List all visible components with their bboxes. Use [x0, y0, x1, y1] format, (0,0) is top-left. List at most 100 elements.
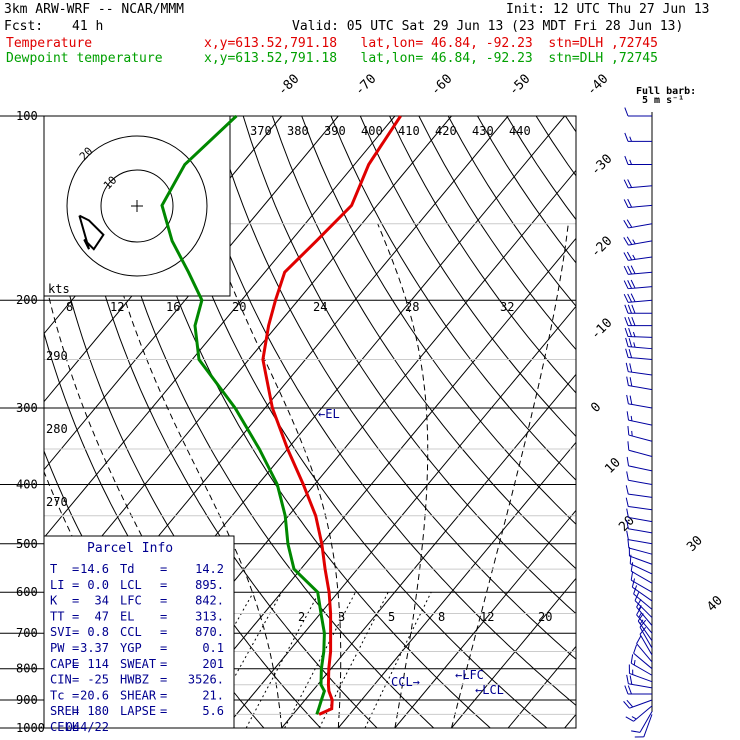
- wind-barb-feather: [626, 236, 633, 245]
- wind-barb-20: [627, 426, 653, 442]
- wind-barb-staff: [629, 672, 653, 683]
- wind-barb-feather: [629, 377, 633, 387]
- dry-adiabat-330: [154, 116, 548, 728]
- wind-barb-staff: [628, 185, 653, 189]
- parcel-row-4-col-4: =: [160, 625, 167, 639]
- wind-barb-staff: [628, 299, 653, 303]
- parcel-row-0-col-0: T: [50, 562, 57, 576]
- wind-barb-feather: [626, 376, 629, 386]
- wind-barb-feather: [626, 699, 634, 708]
- theta-label-410: 410: [398, 124, 420, 138]
- wind-barb-43: [633, 644, 653, 670]
- parcel-row-1-col-1: =: [72, 578, 79, 592]
- mixing-ratio-label-12: 12: [480, 610, 494, 624]
- wind-barb-staff: [630, 570, 653, 584]
- wind-barb-33: [630, 571, 653, 593]
- theta-label-380: 380: [287, 124, 309, 138]
- wind-barb-feather: [625, 362, 629, 372]
- parcel-row-7-col-2: -25: [87, 673, 109, 687]
- wind-barb-19: [626, 411, 653, 426]
- parcel-row-7-col-4: =: [160, 673, 167, 687]
- hodograph-trace: [78, 214, 105, 251]
- wind-barb-staff: [628, 403, 653, 409]
- wind-barb-staff: [637, 620, 653, 641]
- wind-barb-39: [637, 613, 653, 641]
- wind-barb-feather: [623, 179, 629, 189]
- wind-barb-staff: [628, 271, 653, 275]
- wind-barb-feather: [637, 613, 644, 622]
- wind-barb-half-feather: [630, 415, 633, 421]
- wind-barb-staff: [628, 516, 653, 523]
- isotherm-label--10: -10: [588, 316, 615, 343]
- wind-barb-feather: [630, 654, 634, 664]
- valid-time: Valid: 05 UTC Sat 29 Jun 13 (23 MDT Fri …: [292, 19, 684, 34]
- wind-barb-41: [639, 626, 653, 656]
- wind-barb-feather: [624, 107, 629, 117]
- wind-barb-half-feather: [632, 331, 636, 337]
- dry-adiabat-410: [389, 116, 576, 394]
- model-title: 3km ARW-WRF -- NCAR/MMM: [4, 2, 185, 17]
- wind-barb-45: [628, 664, 653, 683]
- wind-barb-2: [624, 155, 652, 165]
- wind-barb-staff: [628, 385, 653, 391]
- wind-barb-staff: [628, 505, 653, 511]
- parcel-row-8-col-5: 21.: [202, 688, 224, 702]
- wind-barb-staff: [628, 449, 653, 457]
- wind-barb-staff: [628, 434, 653, 442]
- parcel-row-0-col-1: =: [72, 562, 79, 576]
- wind-barb-staff: [630, 563, 653, 575]
- legend-temperature: Temperature: [6, 36, 93, 51]
- wind-barb-feather: [628, 327, 632, 337]
- wind-barb-6: [623, 236, 653, 246]
- wind-barb-half-feather: [632, 254, 636, 260]
- wind-barb-feather: [623, 293, 629, 303]
- theta-label-440: 440: [509, 124, 531, 138]
- wind-barb-4: [623, 198, 653, 209]
- parcel-row-3-col-4: =: [160, 609, 167, 623]
- wind-barb-36: [634, 592, 653, 618]
- parcel-row-1-col-4: =: [160, 578, 167, 592]
- wind-barb-feather: [627, 198, 633, 208]
- pressure-label-900: 900: [16, 693, 38, 707]
- wind-barb-23: [626, 471, 653, 485]
- dry-adiabat-350: [213, 116, 576, 660]
- dry-adiabat-480: [595, 116, 740, 740]
- wind-barb-feather: [624, 327, 629, 337]
- wind-barb-staff: [628, 346, 653, 350]
- wind-barb-staff: [628, 240, 653, 246]
- wind-barb-staff: [628, 204, 653, 209]
- wind-barb-feather: [626, 519, 629, 529]
- dry-adiabat-460: [535, 116, 576, 177]
- wind-barb-feather: [629, 554, 632, 564]
- wind-barb-feather: [624, 316, 629, 326]
- parcel-row-7-col-1: =: [72, 673, 79, 687]
- dry-adiabat-390: [330, 116, 576, 481]
- dry-adiabat-440: [477, 116, 576, 264]
- wind-barb-feather: [639, 619, 647, 628]
- wind-barb-half-feather: [639, 619, 644, 625]
- wind-barb-staff: [636, 614, 653, 634]
- dry-adiabat-430: [447, 116, 576, 307]
- dry-adiabat-320: [125, 116, 492, 728]
- isotherm-label--60: -60: [428, 72, 455, 99]
- wind-barb-feather: [625, 485, 629, 495]
- upper-label-16: 16: [166, 300, 180, 314]
- wind-barbs: [623, 107, 653, 738]
- pressure-label-1000: 1000: [16, 721, 45, 735]
- parcel-row-6-col-4: =: [160, 657, 167, 671]
- dry-adiabat-370: [271, 116, 576, 570]
- wind-barb-staff: [628, 547, 653, 555]
- wind-barb-half-feather: [629, 136, 632, 142]
- wind-barb-8: [623, 265, 653, 275]
- wind-barb-feather: [627, 265, 633, 275]
- wind-barb-47: [624, 685, 652, 695]
- isotherm-label--50: -50: [506, 72, 533, 99]
- wind-barb-feather: [629, 363, 633, 373]
- theta-left-label-270: 270: [46, 495, 68, 509]
- isotherm--70: [44, 116, 339, 471]
- parcel-row-7-col-3: HWBZ: [120, 673, 149, 687]
- temperature-line: [261, 115, 402, 716]
- wind-barb-feather: [628, 338, 633, 348]
- wind-barb-half-feather: [631, 716, 637, 720]
- isotherm--10: [168, 237, 576, 728]
